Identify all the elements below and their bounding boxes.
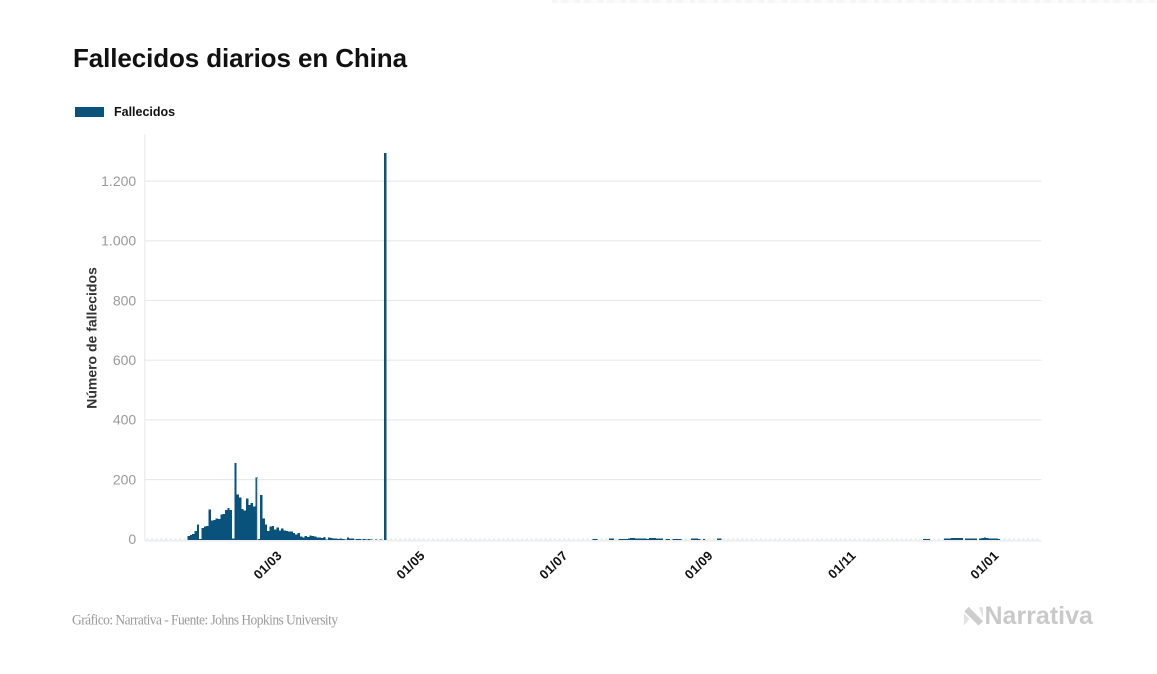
svg-text:01/05: 01/05 [393, 548, 427, 582]
svg-text:1.000: 1.000 [101, 233, 136, 249]
svg-text:400: 400 [113, 412, 137, 428]
svg-text:01/11: 01/11 [825, 548, 859, 582]
svg-text:600: 600 [113, 352, 137, 368]
svg-text:01/07: 01/07 [536, 548, 570, 582]
svg-text:Número de fallecidos: Número de fallecidos [84, 267, 100, 409]
svg-text:200: 200 [113, 471, 137, 487]
svg-text:01/09: 01/09 [681, 548, 715, 582]
svg-text:800: 800 [113, 292, 137, 308]
svg-text:1.200: 1.200 [101, 173, 136, 189]
svg-text:01/03: 01/03 [250, 548, 284, 582]
svg-text:01/01: 01/01 [967, 548, 1001, 582]
svg-text:0: 0 [128, 531, 136, 547]
